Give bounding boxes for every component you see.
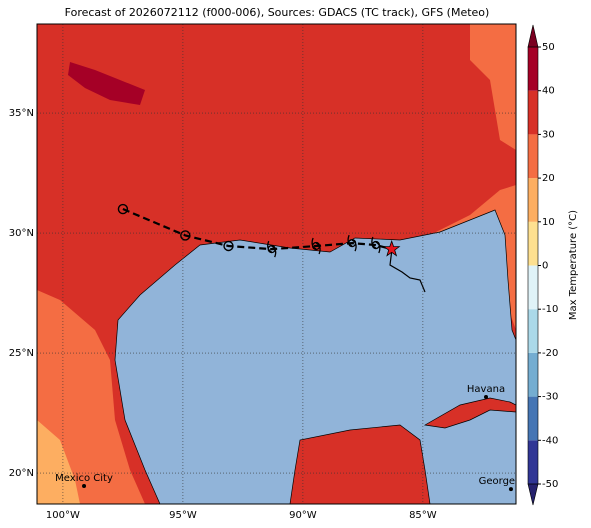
map-frame	[36, 23, 517, 505]
y-tick-label: 20°N	[9, 468, 34, 479]
colorbar-tick-label: -50	[542, 479, 558, 490]
x-tick-label: 100°W	[46, 510, 80, 521]
current-position	[382, 239, 401, 257]
colorbar-under	[527, 483, 539, 506]
cities: Havana Mexico City George Town	[55, 384, 544, 492]
colorbar-tick-label: 30	[542, 129, 555, 140]
observed-track	[389, 248, 426, 293]
track-point	[223, 240, 234, 252]
colorbar-segment	[528, 134, 538, 179]
colorbar-segment	[528, 352, 538, 397]
track-point	[117, 203, 129, 215]
city-marker	[508, 487, 513, 492]
colorbar-segment	[528, 90, 538, 135]
axes: 100°W 95°W 90°W 85°W 20°N 25°N 30°N 35°N	[9, 108, 437, 521]
colorbar-segment	[528, 221, 538, 266]
sea	[114, 209, 516, 504]
y-tick-label: 30°N	[9, 228, 34, 239]
warm-land	[37, 420, 80, 504]
x-tick-label: 95°W	[169, 510, 197, 521]
map-area: Havana Mexico City George Town	[37, 24, 544, 504]
track-point	[180, 230, 191, 241]
x-tick-label: 90°W	[289, 510, 317, 521]
colorbar-tick-label: -20	[542, 348, 558, 359]
colorbar-tick-label: 20	[542, 173, 555, 184]
x-tick-label: 85°W	[409, 510, 437, 521]
city-label: George Town	[479, 476, 544, 487]
colorbar-segment	[528, 47, 538, 91]
cuba	[423, 397, 516, 429]
warm-land	[37, 290, 145, 504]
colorbar-label: Max Temperature (°C)	[568, 210, 579, 320]
colorbar-tick-label: -40	[542, 435, 558, 446]
city-marker	[484, 394, 489, 399]
city-label: Havana	[467, 384, 505, 395]
colorbar: -50 -40 -30 -20 -10 0 10 20 30 40 50	[527, 24, 558, 506]
colorbar-tick-label: 0	[542, 261, 548, 272]
map-title: Forecast of 2026072112 (f000-006), Sourc…	[65, 6, 490, 19]
colorbar-tick-label: 50	[542, 42, 555, 53]
storm-symbol	[347, 234, 357, 252]
city-label: Mexico City	[55, 473, 113, 484]
colorbar-tick-label: -10	[542, 304, 558, 315]
storm-track	[117, 203, 401, 258]
y-tick-label: 35°N	[9, 108, 34, 119]
colorbar-segment	[528, 309, 538, 353]
hot-land	[68, 62, 145, 105]
storm-symbol	[267, 240, 277, 258]
colorbar-tick-label: 10	[542, 217, 555, 228]
colorbar-over	[527, 24, 539, 48]
colorbar-segment	[528, 396, 538, 441]
colorbar-segment	[528, 178, 538, 222]
grid	[37, 24, 516, 504]
colorbar-tick-label: -30	[542, 392, 558, 403]
colorbar-segment	[528, 265, 538, 310]
y-tick-label: 25°N	[9, 348, 34, 359]
storm-symbol	[371, 236, 381, 254]
city-marker	[82, 484, 87, 488]
colorbar-segment	[528, 440, 538, 484]
storm-symbol	[311, 237, 321, 255]
warm-land	[470, 24, 516, 150]
colorbar-tick-label: 40	[542, 86, 555, 97]
